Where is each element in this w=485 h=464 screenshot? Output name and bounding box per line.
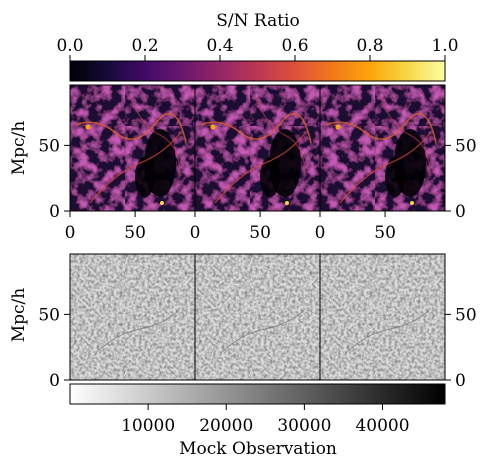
top-colorbar-tick-label: 0.4 <box>206 36 233 56</box>
bottom-colorbar-label: Mock Observation <box>179 439 337 459</box>
mock-observation-panel <box>70 254 195 380</box>
bottom-colorbar-tick-label: 20000 <box>199 416 253 436</box>
sn-ratio-panel <box>195 85 320 211</box>
x-tick-label: 50 <box>249 223 271 243</box>
bottom-colorbar-ticks: 10000 20000 30000 40000 <box>121 404 410 436</box>
y-tick-label-right: 0 <box>455 371 466 391</box>
x-tick-label: 0 <box>65 223 76 243</box>
bottom-colorbar-tick-label: 40000 <box>355 416 409 436</box>
x-tick-label: 0 <box>315 223 326 243</box>
mock-observation-panel <box>320 254 445 380</box>
bottom-colorbar-tick-label: 10000 <box>121 416 175 436</box>
bottom-colorbar-tick-label: 30000 <box>277 416 331 436</box>
bottom-row-axes: 0 50 0 50 <box>38 253 477 391</box>
y-tick-label-left: 50 <box>38 305 60 325</box>
y-tick-label-right: 50 <box>455 136 477 156</box>
y-tick-label-right: 50 <box>455 305 477 325</box>
panel-frame <box>319 84 446 212</box>
y-tick-label-left: 0 <box>49 202 60 222</box>
mock-observation-panel <box>195 254 320 380</box>
top-colorbar-tick-label: 0.2 <box>131 36 158 56</box>
bottom-colorbar <box>69 383 446 405</box>
top-ylabel: Mpc/h <box>9 121 29 176</box>
top-colorbar-tick-label: 0.8 <box>356 36 383 56</box>
top-row-axes: 0 50 0 50 0 50 0 50 0 50 <box>38 84 477 243</box>
bottom-ylabel: Mpc/h <box>9 288 29 343</box>
x-tick-label: 0 <box>190 223 201 243</box>
top-colorbar-tick-label: 0.6 <box>281 36 308 56</box>
top-colorbar <box>69 60 446 82</box>
y-tick-label-left: 50 <box>38 136 60 156</box>
sn-ratio-panel <box>70 85 195 211</box>
sn-ratio-panels <box>70 85 445 211</box>
mock-observation-panels <box>70 254 445 380</box>
top-colorbar-ticks: 0.0 0.2 0.4 0.6 0.8 1.0 <box>56 36 459 61</box>
panel-frame <box>319 253 446 381</box>
top-colorbar-tick-label: 1.0 <box>431 36 458 56</box>
top-colorbar-label: S/N Ratio <box>216 11 299 31</box>
y-tick-label-right: 0 <box>455 202 466 222</box>
sn-ratio-panel <box>320 85 445 211</box>
y-tick-label-left: 0 <box>49 371 60 391</box>
top-colorbar-tick-label: 0.0 <box>56 36 83 56</box>
x-tick-label: 50 <box>124 223 146 243</box>
x-tick-label: 50 <box>374 223 396 243</box>
